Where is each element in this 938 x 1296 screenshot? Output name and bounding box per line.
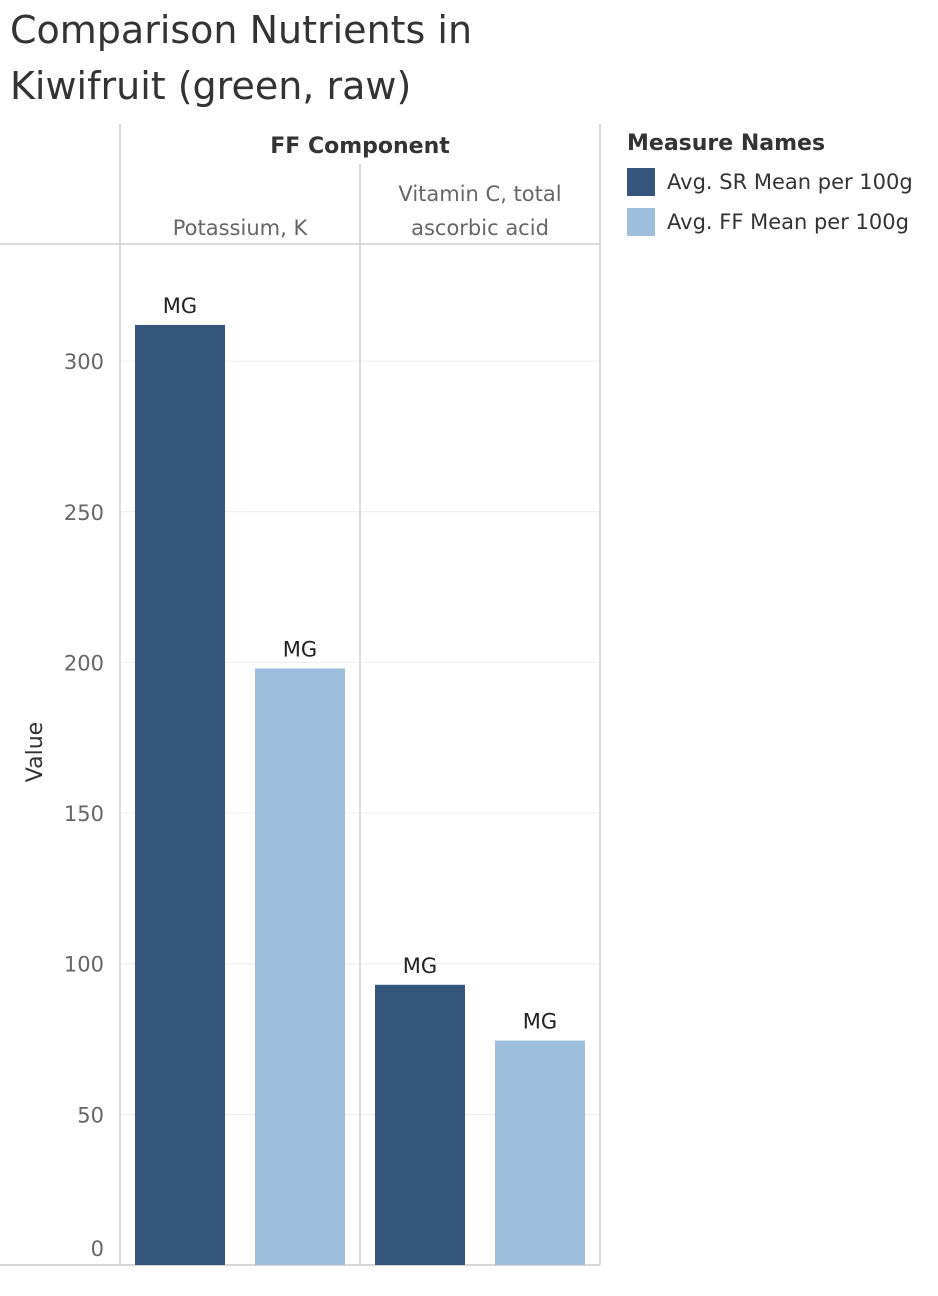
chart-title-line-1: Comparison Nutrients in bbox=[10, 8, 473, 52]
chart-title-line-2: Kiwifruit (green, raw) bbox=[10, 64, 412, 108]
legend-swatch-sr bbox=[627, 168, 655, 196]
bar bbox=[495, 1040, 585, 1265]
bar-data-label: MG bbox=[523, 1010, 557, 1034]
category-label: ascorbic acid bbox=[411, 216, 549, 240]
y-axis-label: Value bbox=[23, 722, 48, 782]
category-label: Vitamin C, total bbox=[398, 182, 561, 206]
category-label: Potassium, K bbox=[173, 216, 309, 240]
y-tick-label: 0 bbox=[91, 1237, 104, 1261]
y-axis-ticks: 0 50 100 150 200 250 300 bbox=[64, 350, 104, 1261]
bar bbox=[255, 668, 345, 1265]
bar-data-label: MG bbox=[403, 954, 437, 978]
bar-data-label: MG bbox=[163, 294, 197, 318]
chart-title: Comparison Nutrients in Kiwifruit (green… bbox=[10, 2, 610, 114]
bar bbox=[375, 984, 465, 1265]
legend-title: Measure Names bbox=[627, 131, 826, 156]
y-tick-label: 300 bbox=[64, 350, 104, 374]
legend-item-ff[interactable]: Avg. FF Mean per 100g bbox=[627, 202, 913, 242]
column-header: FF Component bbox=[270, 134, 450, 159]
legend: Measure Names Avg. SR Mean per 100g Avg.… bbox=[627, 131, 913, 242]
legend-label-sr: Avg. SR Mean per 100g bbox=[667, 170, 913, 194]
legend-label-ff: Avg. FF Mean per 100g bbox=[667, 210, 909, 234]
y-tick-label: 50 bbox=[77, 1103, 104, 1127]
legend-swatch-ff bbox=[627, 208, 655, 236]
bar bbox=[135, 324, 225, 1266]
y-tick-label: 100 bbox=[64, 953, 104, 977]
y-tick-label: 200 bbox=[64, 651, 104, 675]
category-labels: Potassium, K Vitamin C, total ascorbic aci… bbox=[173, 182, 562, 240]
y-tick-label: 250 bbox=[64, 501, 104, 525]
bar-labels: MG MG MG MG bbox=[163, 294, 557, 1034]
y-tick-label: 150 bbox=[64, 802, 104, 826]
bars bbox=[135, 324, 585, 1266]
legend-item-sr[interactable]: Avg. SR Mean per 100g bbox=[627, 162, 913, 202]
bar-data-label: MG bbox=[283, 637, 317, 661]
